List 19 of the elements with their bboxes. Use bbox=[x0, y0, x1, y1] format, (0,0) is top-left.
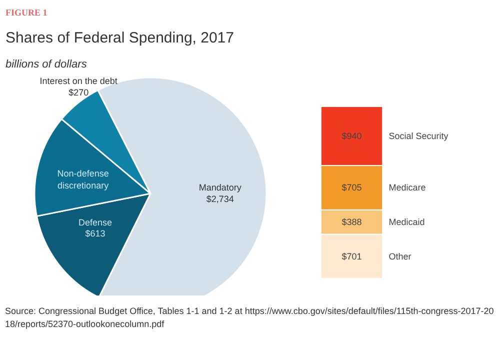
slice-label: Defense bbox=[78, 217, 112, 228]
chart-subtitle: billions of dollars bbox=[6, 58, 88, 70]
chart-title: Shares of Federal Spending, 2017 bbox=[6, 30, 234, 46]
series-label: Medicaid bbox=[388, 217, 425, 228]
data-label: $940 bbox=[342, 130, 362, 141]
data-label: $701 bbox=[342, 251, 362, 262]
data-label: $613 bbox=[85, 228, 106, 239]
series-label: Other bbox=[388, 251, 412, 262]
slice-label: Interest on the debt bbox=[40, 76, 118, 86]
data-label: $270 bbox=[68, 87, 89, 98]
data-label: $705 bbox=[342, 182, 362, 193]
data-label: $2,734 bbox=[206, 194, 234, 204]
slice-label: Mandatory bbox=[198, 182, 242, 193]
series-label: Social Security bbox=[388, 130, 449, 141]
caption: FIGURE 1 bbox=[6, 8, 48, 18]
slice-label: Non-defense discretionary bbox=[57, 168, 110, 190]
source-note: Source: Congressional Budget Office, Tables 1-1 and 1-2 at https://www.cbo.gov/sites/default/files/115th-congress-2017-2018/reports/52370-outlookonecolumn.pdf bbox=[5, 305, 495, 331]
data-label: $388 bbox=[342, 217, 362, 228]
series-label: Medicare bbox=[388, 182, 426, 193]
